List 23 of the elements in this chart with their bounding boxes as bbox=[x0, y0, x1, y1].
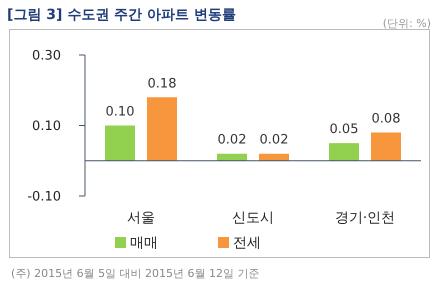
data-label: 0.05 bbox=[330, 122, 358, 138]
bar bbox=[329, 143, 359, 161]
chart-title: [그림 3] 수도권 주간 아파트 변동률 bbox=[7, 6, 236, 24]
bar bbox=[371, 132, 401, 161]
legend-label: 전세 bbox=[233, 235, 261, 251]
legend-label: 매매 bbox=[130, 235, 158, 251]
y-tick-label: 0.10 bbox=[32, 119, 61, 134]
bar bbox=[259, 154, 289, 161]
bar bbox=[147, 97, 177, 161]
data-label: 0.10 bbox=[106, 104, 134, 120]
data-label: 0.18 bbox=[148, 76, 176, 92]
x-tick-label: 서울 bbox=[127, 210, 155, 226]
text: (단위: %) bbox=[382, 16, 431, 31]
x-tick-label: 경기·인천 bbox=[334, 210, 396, 226]
data-label: 0.02 bbox=[218, 132, 246, 148]
text: (주) 2015년 6월 5일 대비 2015년 6월 12일 기준 bbox=[11, 266, 260, 281]
data-label: 0.02 bbox=[260, 132, 288, 148]
bar bbox=[105, 126, 135, 161]
data-label: 0.08 bbox=[372, 112, 400, 127]
x-tick-label: 신도시 bbox=[232, 210, 274, 226]
bar bbox=[217, 154, 247, 161]
y-tick-label: 0.30 bbox=[32, 48, 61, 64]
y-tick-label: -0.10 bbox=[27, 190, 61, 205]
